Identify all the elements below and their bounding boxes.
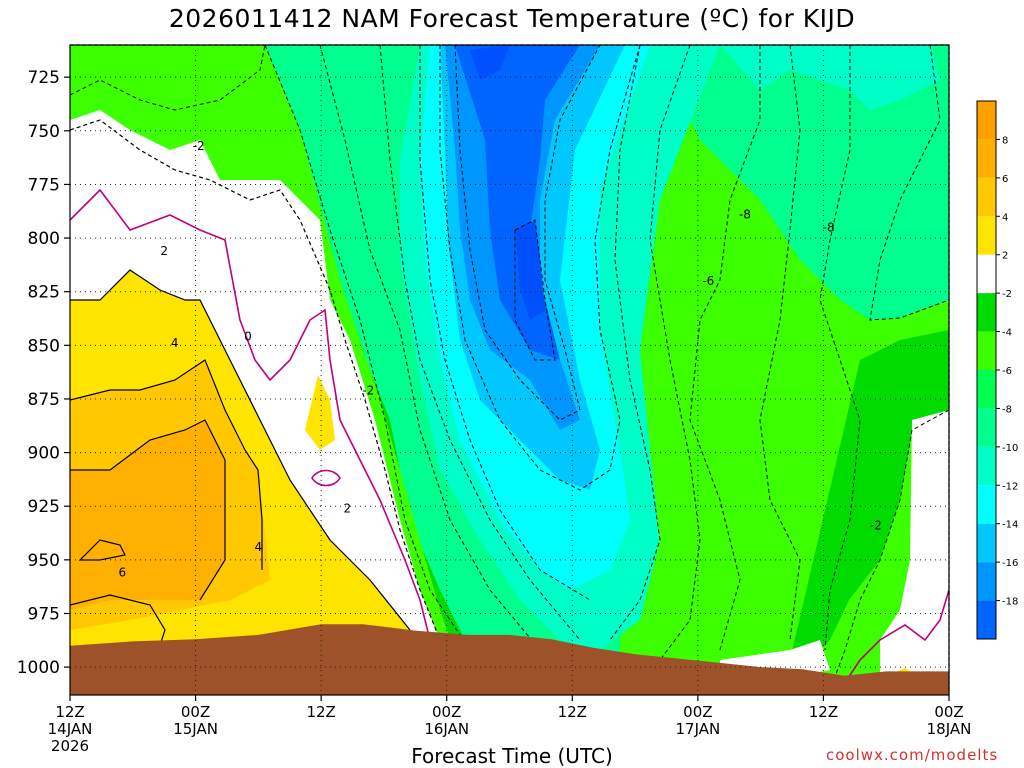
contour-lines (70, 45, 949, 691)
temperature-field (70, 45, 949, 695)
colorbar-segment (977, 331, 996, 370)
x-axis-label: Forecast Time (UTC) (411, 744, 613, 768)
colorbar-segment (977, 293, 996, 332)
x-tick-label: 12Z (558, 703, 587, 721)
x-tick-label: 00Z (181, 703, 210, 721)
x-tick-label: 00Z (934, 703, 963, 721)
x-tick-label: 18JAN (927, 720, 972, 738)
colorbar-label: 4 (1002, 212, 1008, 223)
y-tick-label: 850 (28, 336, 60, 356)
y-tick-label: 875 (28, 390, 60, 410)
colorbar-label: -12 (1002, 481, 1018, 492)
contour-label: -6 (702, 274, 714, 288)
colorbar-segment (977, 139, 996, 178)
colorbar-segment (977, 562, 996, 601)
y-tick-label: 825 (28, 283, 60, 303)
grid-lines (70, 45, 949, 695)
contour-labels: -2 2 0 4 -2 2 4 6 -8 -8 -6 -2 (119, 139, 882, 580)
colorbar-label: -14 (1002, 520, 1018, 531)
colorbar-segment (977, 600, 996, 639)
colorbar-label: -8 (1002, 404, 1012, 415)
terrain-surface (70, 624, 949, 695)
colorbar-segment (977, 177, 996, 217)
colorbar-segment (977, 408, 996, 447)
contour-label: -2 (870, 519, 882, 533)
colorbar-segment (977, 370, 996, 409)
y-tick-label: 925 (28, 497, 60, 517)
y-tick-label: 750 (28, 122, 60, 142)
x-tick-label: 12Z (55, 703, 84, 721)
colorbar-label: 8 (1002, 135, 1008, 146)
x-tick-label: 12Z (809, 703, 838, 721)
contour-label: 6 (119, 566, 127, 580)
colorbar-label: -18 (1002, 597, 1018, 608)
x-tick-label: 00Z (683, 703, 712, 721)
colorbar-segment (977, 101, 996, 140)
colorbar: 8 6 4 2 -2 -4 -6 -8 -10 -12 -14 -16 -18 (976, 100, 1018, 640)
contour-label: -2 (362, 383, 374, 397)
colorbar-label: -4 (1002, 328, 1012, 339)
y-tick-label: 800 (28, 229, 60, 249)
x-tick-label: 12Z (306, 703, 335, 721)
colorbar-label: -2 (1002, 289, 1012, 300)
y-tick-label: 975 (28, 604, 60, 624)
colorbar-segment (977, 523, 996, 563)
contour-label: -2 (193, 139, 205, 153)
colorbar-label: -16 (1002, 558, 1018, 569)
x-tick-label: 14JAN (48, 720, 93, 738)
y-tick-label: 775 (28, 175, 60, 195)
y-tick-label: 725 (28, 68, 60, 88)
x-tick-label: 16JAN (424, 720, 469, 738)
colorbar-label: 2 (1002, 251, 1008, 262)
x-tick-label: 2026 (51, 737, 89, 755)
x-tick-label: 00Z (432, 703, 461, 721)
contour-label: 4 (255, 540, 263, 554)
colorbar-label: -10 (1002, 443, 1018, 454)
x-tick-label: 17JAN (675, 720, 720, 738)
colorbar-label: -6 (1002, 366, 1012, 377)
contour-label: 4 (171, 336, 179, 350)
contour-label: 0 (244, 330, 252, 344)
colorbar-segment (977, 254, 996, 294)
y-tick-label: 900 (28, 444, 60, 464)
colorbar-segment (977, 446, 996, 486)
colorbar-segment (977, 216, 996, 255)
y-axis: 725 750 775 800 825 850 875 900 925 950 975 1000 (17, 68, 70, 678)
y-tick-label: 1000 (17, 658, 60, 678)
contour-label: -8 (823, 220, 835, 234)
chart-title: 2026011412 NAM Forecast Temperature (ºC)… (168, 4, 856, 33)
x-tick-label: 15JAN (173, 720, 218, 738)
colorbar-segment (977, 485, 996, 524)
y-tick-label: 950 (28, 551, 60, 571)
colorbar-label: 6 (1002, 174, 1008, 185)
contour-label: 2 (343, 501, 351, 515)
credit-link[interactable]: coolwx.com/modelts (826, 746, 999, 764)
contour-label: 2 (160, 244, 168, 258)
contour-label: -8 (739, 207, 751, 221)
